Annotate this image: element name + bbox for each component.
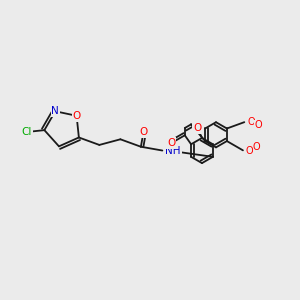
Text: NH: NH [165, 146, 181, 155]
Text: O: O [253, 142, 261, 152]
Text: O: O [139, 127, 147, 137]
Text: O: O [167, 138, 175, 148]
Text: O: O [193, 123, 202, 133]
Text: O: O [246, 146, 253, 156]
Text: N: N [51, 106, 59, 116]
Text: O: O [254, 120, 262, 130]
Text: O: O [247, 117, 255, 127]
Text: O: O [73, 111, 81, 121]
Text: Cl: Cl [22, 127, 32, 137]
